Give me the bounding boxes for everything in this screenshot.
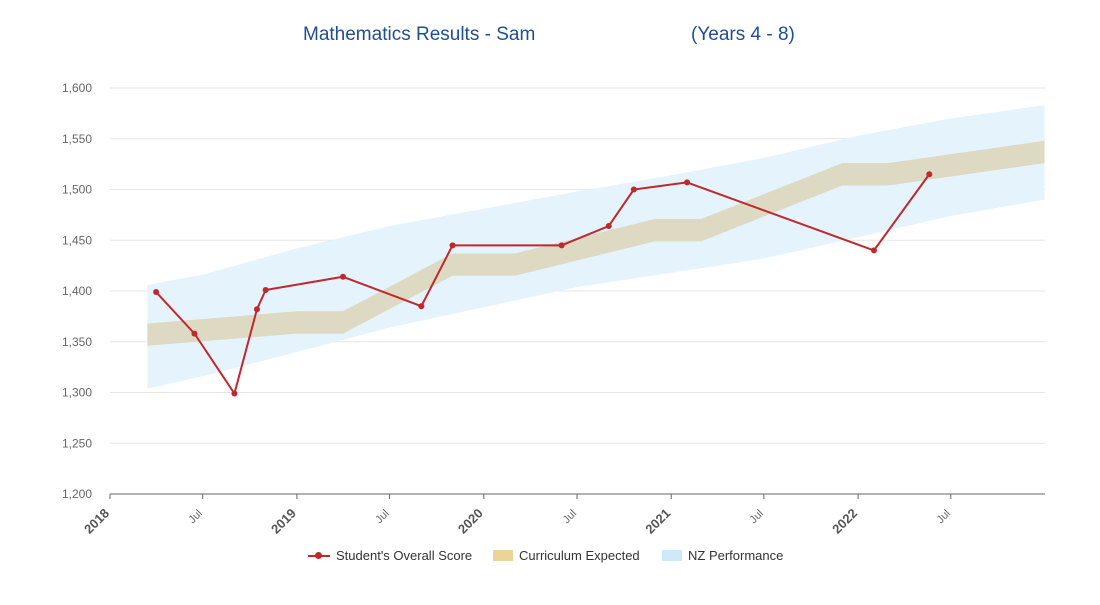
score-point xyxy=(253,306,260,313)
score-point xyxy=(926,171,933,178)
score-point xyxy=(231,390,238,397)
score-point xyxy=(630,186,637,193)
x-year-label: 2021 xyxy=(642,506,673,537)
y-tick-label: 1,250 xyxy=(62,436,92,450)
legend-score-marker xyxy=(308,551,330,559)
y-tick-label: 1,550 xyxy=(62,132,92,146)
y-tick-label: 1,600 xyxy=(62,81,92,95)
curriculum-expected-band xyxy=(147,140,1045,346)
y-tick-label: 1,200 xyxy=(62,487,92,501)
y-tick-label: 1,350 xyxy=(62,335,92,349)
chart-legend: Student's Overall Score Curriculum Expec… xyxy=(0,548,1100,568)
score-point xyxy=(870,247,877,254)
x-year-label: 2019 xyxy=(268,506,299,537)
score-point xyxy=(262,286,269,293)
score-point xyxy=(558,242,565,249)
legend-nz-swatch xyxy=(662,550,682,561)
y-tick-label: 1,450 xyxy=(62,233,92,247)
x-year-label: 2020 xyxy=(455,506,486,537)
legend-item-score[interactable]: Student's Overall Score xyxy=(308,548,472,563)
legend-curriculum-label: Curriculum Expected xyxy=(519,548,640,563)
score-point xyxy=(449,242,456,249)
x-month-label: Jul xyxy=(934,508,952,526)
x-year-label: 2018 xyxy=(81,506,112,537)
legend-item-nz[interactable]: NZ Performance xyxy=(662,548,783,563)
legend-item-curriculum[interactable]: Curriculum Expected xyxy=(493,548,640,563)
score-point xyxy=(153,289,160,296)
x-month-label: Jul xyxy=(748,508,766,526)
chart-title-text: Mathematics Results - Sam xyxy=(303,24,536,45)
y-tick-label: 1,500 xyxy=(62,183,92,197)
x-year-label: 2022 xyxy=(829,506,860,537)
score-point xyxy=(684,179,691,186)
x-month-label: Jul xyxy=(186,508,204,526)
legend-score-label: Student's Overall Score xyxy=(336,548,473,563)
y-tick-label: 1,300 xyxy=(62,386,92,400)
chart-subtitle-years: (Years 4 - 8) xyxy=(691,24,795,45)
chart-title: Mathematics Results - Sam (Years 4 - 8) xyxy=(0,22,1100,52)
legend-nz-label: NZ Performance xyxy=(688,548,784,563)
x-month-label: Jul xyxy=(373,508,391,526)
score-point xyxy=(339,273,346,280)
line-chart: 1,200 1,250 1,300 1,350 1,400 1,450 1,500 1,550… xyxy=(62,81,1045,537)
y-tick-label: 1,400 xyxy=(62,284,92,298)
legend-curriculum-swatch xyxy=(493,550,513,561)
score-line xyxy=(155,173,931,395)
score-point xyxy=(418,303,425,310)
score-point xyxy=(605,223,612,230)
score-point xyxy=(191,330,198,337)
x-month-label: Jul xyxy=(561,508,579,526)
